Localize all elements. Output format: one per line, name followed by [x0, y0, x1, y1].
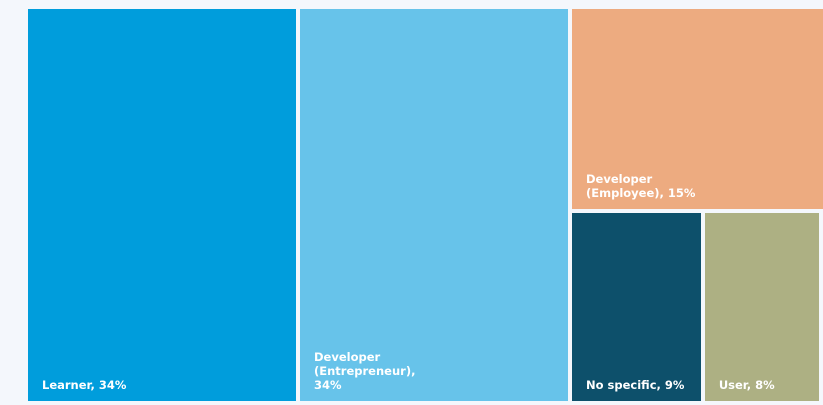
cell-label: Learner, 34%	[42, 378, 127, 392]
treemap-cell: Learner, 34%	[28, 9, 296, 401]
cell-label: No specific, 9%	[586, 378, 685, 392]
cell-label: User, 8%	[718, 378, 775, 392]
treemap-cell: User, 8%	[704, 213, 819, 401]
cell-label: Developer (Entrepreneur), 34%	[314, 350, 416, 392]
treemap-cell: Developer (Employee), 15%	[572, 9, 823, 210]
treemap-cell: Developer (Entrepreneur), 34%	[300, 9, 568, 401]
cell-label: Developer (Employee), 15%	[586, 172, 696, 201]
treemap-cell: No specific, 9%	[572, 213, 701, 401]
